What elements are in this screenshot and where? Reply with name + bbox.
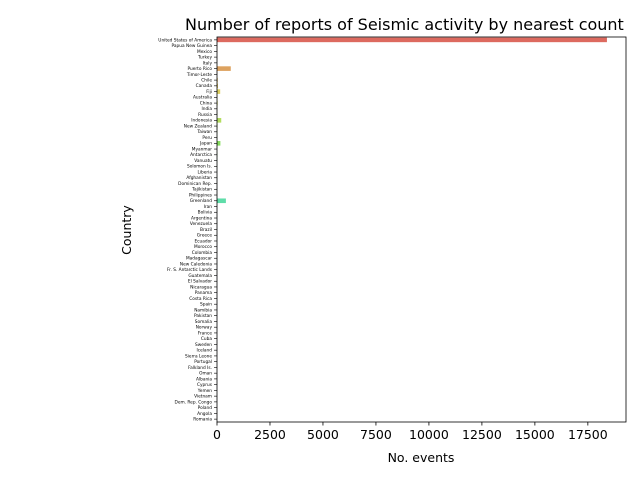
x-tick-label: 0 — [213, 427, 221, 442]
y-tick-label: Falkland Is. — [188, 365, 212, 371]
x-axis-ticks: 0 2500 5000 7500 10000 12500 15000 17500 — [213, 422, 608, 442]
x-tick-label: 2500 — [254, 427, 286, 442]
y-tick-label: Cyprus — [197, 382, 213, 388]
x-tick-label: 17500 — [568, 427, 608, 442]
y-tick-label: Panama — [195, 290, 213, 296]
bar — [217, 89, 220, 94]
y-tick-label: Norway — [196, 325, 213, 331]
y-tick-label: Taiwan — [196, 129, 212, 135]
y-tick-label: Tajikistan — [191, 187, 212, 193]
y-tick-label: China — [200, 100, 213, 106]
y-tick-label: Greece — [197, 233, 213, 239]
y-tick-label: Greenland — [190, 198, 213, 204]
y-tick-label: United States of America — [158, 37, 212, 43]
y-tick-label: New Caledonia — [180, 261, 212, 267]
y-tick-label: Vietnam — [194, 394, 212, 400]
y-tick-label: Sierra Leone — [185, 353, 212, 359]
y-tick-label: Oman — [199, 371, 212, 377]
y-tick-label: Australia — [193, 95, 212, 101]
y-tick-label: Iran — [204, 204, 213, 210]
y-tick-label: El Salvador — [188, 279, 212, 285]
y-tick-label: Italy — [203, 60, 213, 66]
y-tick-label: Pakistan — [194, 313, 212, 319]
y-tick-label: France — [198, 330, 213, 336]
y-tick-label: Albania — [196, 376, 212, 382]
y-tick-label: Afghanistan — [186, 175, 212, 181]
y-tick-label: Myanmar — [192, 146, 212, 152]
x-tick-label: 10000 — [409, 427, 449, 442]
y-tick-label: Timor-Leste — [186, 72, 212, 78]
x-tick-label: 5000 — [307, 427, 339, 442]
x-tick-label: 15000 — [515, 427, 555, 442]
y-tick-label: Mexico — [197, 49, 212, 55]
y-tick-label: Romania — [193, 417, 212, 423]
y-tick-label: Nicaragua — [190, 284, 212, 290]
x-axis-label: No. events — [388, 450, 455, 465]
y-tick-label: New Zealand — [184, 123, 213, 129]
y-tick-label: Ecuador — [194, 238, 212, 244]
y-tick-label: Fiji — [206, 89, 212, 95]
y-tick-label: Solomon Is. — [187, 164, 212, 170]
y-tick-label: Madagascar — [186, 256, 212, 262]
y-tick-label: Costa Rica — [189, 296, 212, 302]
y-tick-label: Turkey — [197, 55, 212, 61]
y-tick-label: Antarctica — [190, 152, 212, 158]
bar — [217, 198, 226, 203]
y-tick-label: Vanuatu — [194, 158, 212, 164]
bar — [217, 141, 220, 146]
axes-frame — [217, 37, 626, 422]
y-tick-label: Portugal — [194, 359, 212, 365]
y-tick-label: Morocco — [194, 244, 212, 250]
bar — [217, 118, 221, 123]
y-tick-label: Namibia — [194, 307, 212, 313]
y-tick-label: Sweden — [195, 342, 212, 348]
bar — [217, 66, 231, 71]
y-tick-label: Canada — [196, 83, 213, 89]
y-tick-label: Colombia — [192, 250, 213, 256]
y-tick-label: Guatemala — [188, 273, 212, 279]
y-tick-label: Fr. S. Antarctic Lands — [167, 267, 213, 273]
x-tick-label: 7500 — [360, 427, 392, 442]
y-tick-label: Brazil — [200, 227, 212, 233]
y-tick-label: Poland — [198, 405, 213, 411]
y-tick-label: Angola — [197, 411, 212, 417]
y-tick-label: Liberia — [197, 169, 212, 175]
bar — [217, 38, 607, 43]
y-tick-label: Bolivia — [198, 210, 213, 216]
y-tick-label: Peru — [202, 135, 212, 141]
y-tick-label: Japan — [199, 141, 212, 147]
y-tick-label: Somalia — [195, 319, 213, 325]
chart-title: Number of reports of Seismic activity by… — [185, 15, 624, 34]
y-tick-label: Puerto Rico — [188, 66, 213, 72]
y-tick-label: Yemen — [197, 388, 213, 394]
y-tick-label: India — [201, 106, 212, 112]
x-tick-label: 12500 — [462, 427, 502, 442]
y-tick-label: Spain — [200, 302, 212, 308]
y-tick-label: Philippines — [189, 192, 213, 198]
y-tick-label: Venezuela — [190, 221, 212, 227]
y-tick-label: Argentina — [191, 215, 212, 221]
y-tick-label: Dem. Rep. Congo — [175, 399, 213, 405]
y-tick-label: Papua New Guinea — [172, 43, 213, 49]
y-tick-label: Dominican Rep. — [178, 181, 212, 187]
plot-frame — [217, 37, 626, 422]
y-axis-label: Country — [119, 205, 134, 255]
bars-group — [217, 38, 607, 422]
y-tick-label: Iceland — [196, 348, 212, 354]
y-tick-label: Russia — [198, 112, 212, 118]
y-tick-label: Cuba — [201, 336, 212, 342]
y-tick-label: Indonesia — [191, 118, 212, 124]
y-tick-label: Chile — [201, 78, 212, 84]
